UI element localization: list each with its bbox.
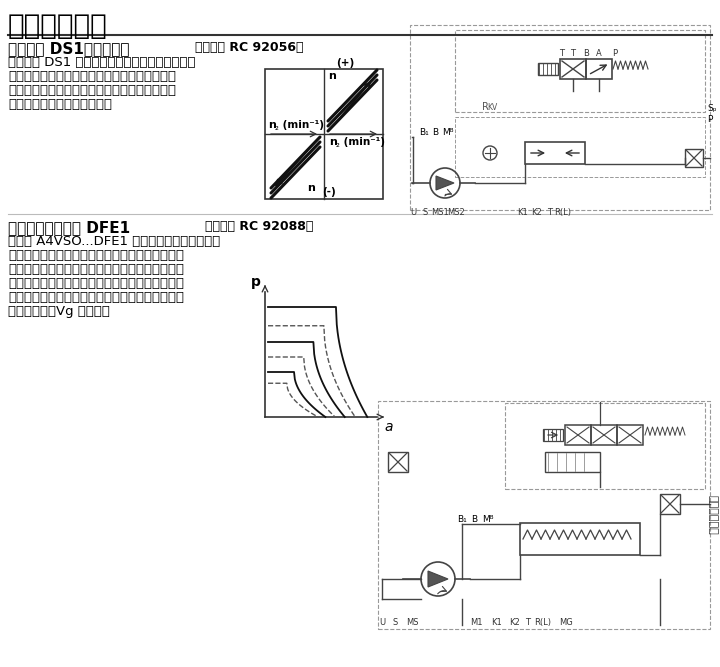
Text: R(L): R(L)	[554, 208, 572, 217]
Text: n: n	[329, 137, 337, 147]
Text: n: n	[307, 183, 315, 193]
Text: (+): (+)	[336, 58, 354, 68]
Bar	[617, 425, 643, 445]
Text: Sₚ: Sₚ	[707, 105, 716, 113]
Bar	[388, 452, 408, 472]
Bar	[685, 149, 703, 167]
Text: MS2: MS2	[447, 208, 465, 217]
Text: A: A	[596, 49, 602, 58]
Bar	[520, 523, 640, 555]
Text: 例，从而也与摆动角成比例。: 例，从而也与摆动角成比例。	[8, 98, 112, 111]
Text: R(L): R(L)	[534, 618, 552, 627]
Text: B: B	[432, 128, 438, 137]
Text: S: S	[423, 208, 428, 217]
Text: MS1: MS1	[431, 208, 449, 217]
Text: 机可以提供足够的扭矩来维持所需的输出速度。: 机可以提供足够的扭矩来维持所需的输出速度。	[8, 70, 176, 83]
Bar	[543, 429, 563, 441]
Text: 在供货范围内: 在供货范围内	[707, 495, 717, 535]
Text: T: T	[547, 208, 552, 217]
Text: (-): (-)	[322, 187, 336, 197]
Bar	[560, 59, 586, 79]
Text: (min⁻¹): (min⁻¹)	[279, 120, 324, 130]
Text: 电动液压控制系统 DFE1: 电动液压控制系统 DFE1	[8, 220, 130, 235]
Text: （请参阅 RC 92088）: （请参阅 RC 92088）	[205, 220, 313, 233]
Bar	[525, 142, 585, 164]
Text: MG: MG	[559, 618, 573, 627]
Bar	[586, 59, 612, 79]
Text: B: B	[471, 515, 477, 524]
Text: Mᴮ: Mᴮ	[482, 515, 494, 524]
Bar	[545, 452, 600, 472]
Text: ₂: ₂	[275, 122, 279, 132]
Text: S: S	[392, 618, 397, 627]
Bar	[265, 69, 383, 199]
Bar	[660, 494, 680, 514]
Text: 至最大排量（Vg 最大）。: 至最大排量（Vg 最大）。	[8, 305, 110, 318]
Text: 流信号可移动控制柱塞并通过集成位置传感器确定: 流信号可移动控制柱塞并通过集成位置传感器确定	[8, 263, 184, 276]
Polygon shape	[428, 571, 448, 587]
Text: T: T	[526, 618, 531, 627]
Text: R: R	[482, 102, 489, 112]
Text: M1: M1	[469, 618, 482, 627]
Text: B₁: B₁	[457, 515, 467, 524]
Text: p: p	[251, 275, 261, 289]
Bar	[410, 25, 710, 210]
Text: 速度控制 DS1，二级控制: 速度控制 DS1，二级控制	[8, 41, 130, 56]
Text: 控制类型汇总: 控制类型汇总	[8, 12, 108, 40]
Text: P: P	[707, 115, 712, 123]
Text: B₁: B₁	[419, 128, 429, 137]
Text: n: n	[328, 71, 336, 81]
Text: T: T	[570, 49, 575, 58]
Bar	[505, 403, 705, 489]
Bar	[565, 425, 591, 445]
Text: n: n	[268, 120, 276, 130]
Text: 制是通过电动控制比例阀来实现的。比例阀上的电: 制是通过电动控制比例阀来实现的。比例阀上的电	[8, 249, 184, 262]
Text: KV: KV	[487, 103, 498, 111]
Text: U: U	[410, 208, 416, 217]
Text: K2: K2	[508, 618, 519, 627]
Text: 支架摆动角，进而确定泵排量。当电驱动电机关闭: 支架摆动角，进而确定泵排量。当电驱动电机关闭	[8, 277, 184, 290]
Bar	[591, 425, 617, 445]
Text: K1: K1	[492, 618, 503, 627]
Text: Mᴮ: Mᴮ	[442, 128, 454, 137]
Text: T: T	[559, 49, 564, 58]
Bar	[538, 63, 558, 75]
Text: ₂: ₂	[336, 139, 340, 149]
Bar	[455, 117, 705, 177]
Text: K1: K1	[517, 208, 527, 217]
Text: 速度控制 DS1 控制二级单元（马达），以便此电: 速度控制 DS1 控制二级单元（马达），以便此电	[8, 56, 196, 69]
Text: B: B	[583, 49, 589, 58]
Text: U: U	[379, 618, 385, 627]
Text: （请参阅 RC 92056）: （请参阅 RC 92056）	[195, 41, 304, 54]
Text: a: a	[384, 420, 393, 434]
Text: K2: K2	[531, 208, 542, 217]
Text: 且系统没有压力时，控制腔中的偏置弹簧会将泵旋: 且系统没有压力时，控制腔中的偏置弹簧会将泵旋	[8, 291, 184, 304]
Text: P: P	[613, 49, 618, 58]
Bar	[378, 401, 710, 629]
Text: 连接到恒定压力系统时，此扭矩与马达排量成比: 连接到恒定压力系统时，此扭矩与马达排量成比	[8, 84, 176, 97]
Polygon shape	[436, 176, 454, 190]
Text: MS: MS	[406, 618, 418, 627]
Text: (min⁻¹): (min⁻¹)	[340, 137, 385, 147]
Text: 变量泵 A4VSO...DFE1 的功率，压力和摆动角控: 变量泵 A4VSO...DFE1 的功率，压力和摆动角控	[8, 235, 220, 248]
Bar	[455, 30, 705, 112]
